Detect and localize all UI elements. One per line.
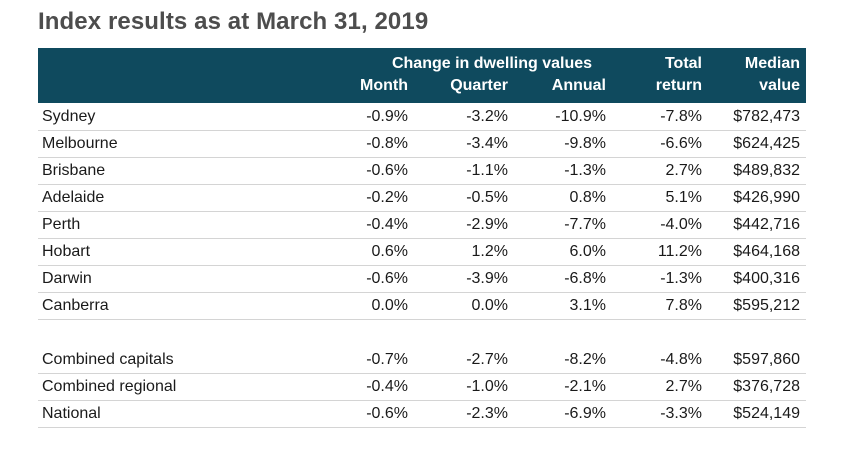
cell-name: Combined capitals (42, 351, 174, 368)
cell-quarter: 0.0% (471, 297, 508, 314)
cell-median: $595,212 (733, 297, 800, 314)
cell-median: $442,716 (733, 216, 800, 233)
table-body: Sydney -0.9% -3.2% -10.9% -7.8% $782,473 Melbo… (38, 104, 806, 428)
header-total-line2: return (655, 77, 702, 94)
header-median-line2: value (759, 77, 800, 94)
cell-month: -0.7% (366, 351, 408, 368)
cell-total: -6.6% (660, 135, 702, 152)
cell-median: $400,316 (733, 270, 800, 287)
cell-annual: -8.2% (564, 351, 606, 368)
cell-annual: 0.8% (569, 189, 606, 206)
cell-name: Adelaide (42, 189, 105, 206)
cell-month: -0.6% (366, 405, 408, 422)
cell-median: $464,168 (733, 243, 800, 260)
cell-annual: 6.0% (569, 243, 606, 260)
table-row: National -0.6% -2.3% -6.9% -3.3% $524,149 (38, 401, 806, 428)
cell-month: -0.4% (366, 216, 408, 233)
cell-median: $524,149 (733, 405, 800, 422)
cell-annual: -1.3% (564, 162, 606, 179)
cell-total: 2.7% (665, 378, 702, 395)
cell-name: National (42, 405, 101, 422)
cell-total: 11.2% (657, 243, 702, 260)
table-row: Combined capitals -0.7% -2.7% -8.2% -4.8% $59… (38, 347, 806, 374)
cell-month: -0.6% (366, 270, 408, 287)
cell-median: $624,425 (733, 135, 800, 152)
header-month: Month (360, 77, 408, 94)
cell-total: -1.3% (660, 270, 702, 287)
table-row: Sydney -0.9% -3.2% -10.9% -7.8% $782,473 (38, 104, 806, 131)
cell-annual: -10.9% (555, 108, 606, 125)
header-total-line1: Total (664, 55, 702, 72)
table-header: Change in dwelling values Month Quarter … (38, 48, 806, 103)
cell-total: -7.8% (660, 108, 702, 125)
header-median-line1: Median (744, 55, 800, 72)
cell-total: -4.8% (660, 351, 702, 368)
cell-month: 0.0% (371, 297, 408, 314)
cell-total: 7.8% (665, 297, 702, 314)
cell-annual: -6.8% (564, 270, 606, 287)
cell-quarter: -0.5% (466, 189, 508, 206)
cell-annual: 3.1% (569, 297, 606, 314)
cell-median: $597,860 (733, 351, 800, 368)
cell-quarter: -2.3% (466, 405, 508, 422)
cell-month: -0.6% (366, 162, 408, 179)
page-title: Index results as at March 31, 2019 (38, 8, 429, 35)
table-row: Melbourne -0.8% -3.4% -9.8% -6.6% $624,425 (38, 131, 806, 158)
cell-quarter: -2.9% (466, 216, 508, 233)
section-spacer (38, 320, 806, 347)
cell-median: $426,990 (733, 189, 800, 206)
cell-name: Canberra (42, 297, 109, 314)
cell-name: Combined regional (42, 378, 177, 395)
cell-name: Melbourne (42, 135, 118, 152)
cell-month: -0.8% (366, 135, 408, 152)
cell-quarter: -1.1% (466, 162, 508, 179)
table-row: Adelaide -0.2% -0.5% 0.8% 5.1% $426,990 (38, 185, 806, 212)
cell-name: Sydney (42, 108, 96, 125)
table-row: Perth -0.4% -2.9% -7.7% -4.0% $442,716 (38, 212, 806, 239)
cell-median: $782,473 (733, 108, 800, 125)
header-group-label: Change in dwelling values (391, 55, 593, 72)
table-row: Hobart 0.6% 1.2% 6.0% 11.2% $464,168 (38, 239, 806, 266)
cell-month: -0.4% (366, 378, 408, 395)
cell-total: 2.7% (665, 162, 702, 179)
cell-name: Darwin (42, 270, 92, 287)
cell-name: Hobart (42, 243, 91, 260)
cell-quarter: -1.0% (466, 378, 508, 395)
cell-median: $376,728 (733, 378, 800, 395)
cell-quarter: 1.2% (471, 243, 508, 260)
cell-annual: -7.7% (564, 216, 606, 233)
cell-name: Perth (42, 216, 81, 233)
table-row: Combined regional -0.4% -1.0% -2.1% 2.7% $376… (38, 374, 806, 401)
cell-total: -4.0% (660, 216, 702, 233)
cell-annual: -2.1% (564, 378, 606, 395)
cell-median: $489,832 (733, 162, 800, 179)
table-row: Brisbane -0.6% -1.1% -1.3% 2.7% $489,832 (38, 158, 806, 185)
cell-month: -0.9% (366, 108, 408, 125)
cell-month: -0.2% (366, 189, 408, 206)
header-annual: Annual (551, 77, 606, 94)
header-quarter: Quarter (450, 77, 508, 94)
table-row: Darwin -0.6% -3.9% -6.8% -1.3% $400,316 (38, 266, 806, 293)
cell-quarter: -3.4% (466, 135, 508, 152)
cell-annual: -9.8% (564, 135, 606, 152)
cell-annual: -6.9% (564, 405, 606, 422)
cell-total: -3.3% (660, 405, 702, 422)
cell-quarter: -3.2% (466, 108, 508, 125)
cell-month: 0.6% (371, 243, 408, 260)
cell-name: Brisbane (42, 162, 106, 179)
table-row: Canberra 0.0% 0.0% 3.1% 7.8% $595,212 (38, 293, 806, 320)
cell-quarter: -3.9% (466, 270, 508, 287)
cell-total: 5.1% (665, 189, 702, 206)
cell-quarter: -2.7% (466, 351, 508, 368)
